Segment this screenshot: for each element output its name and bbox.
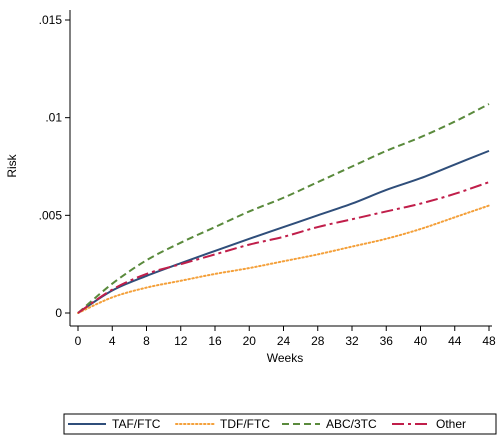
y-tick-label: 0: [55, 306, 62, 320]
x-tick-label: 4: [109, 334, 116, 348]
x-tick-label: 20: [243, 334, 257, 348]
x-tick-label: 8: [143, 334, 150, 348]
x-tick-label: 28: [311, 334, 325, 348]
legend: TAF/FTC TDF/FTC ABC/3TC Other: [63, 413, 497, 435]
legend-label: Other: [436, 417, 466, 431]
x-tick-label: 32: [345, 334, 359, 348]
y-ticks: 0 .005 .01 .015: [39, 13, 70, 320]
x-axis-title: Weeks: [267, 351, 303, 365]
x-tick-label: 44: [448, 334, 462, 348]
axes: [69, 10, 492, 327]
y-tick-label: .015: [39, 13, 63, 27]
x-tick-label: 36: [380, 334, 394, 348]
x-tick-label: 12: [174, 334, 188, 348]
x-tick-label: 16: [208, 334, 222, 348]
x-tick-label: 24: [277, 334, 291, 348]
x-tick-label: 0: [75, 334, 82, 348]
y-tick-label: .01: [45, 111, 62, 125]
series-line-other: [77, 181, 490, 314]
y-tick-label: .005: [39, 208, 63, 222]
series-line-tdf-ftc: [77, 204, 490, 314]
x-ticks: 0 4 8 12 16 20 24 28 32 36 40 44 48: [75, 326, 496, 348]
legend-label: TDF/FTC: [220, 417, 270, 431]
series-layer: [77, 103, 490, 314]
legend-box: [63, 413, 497, 435]
x-tick-label: 40: [414, 334, 428, 348]
y-axis-title: Risk: [5, 153, 19, 177]
legend-label: ABC/3TC: [326, 417, 377, 431]
legend-label: TAF/FTC: [112, 417, 161, 431]
series-line-taf-ftc: [77, 149, 490, 314]
x-tick-label: 48: [482, 334, 496, 348]
series-line-abc-3tc: [77, 103, 490, 314]
